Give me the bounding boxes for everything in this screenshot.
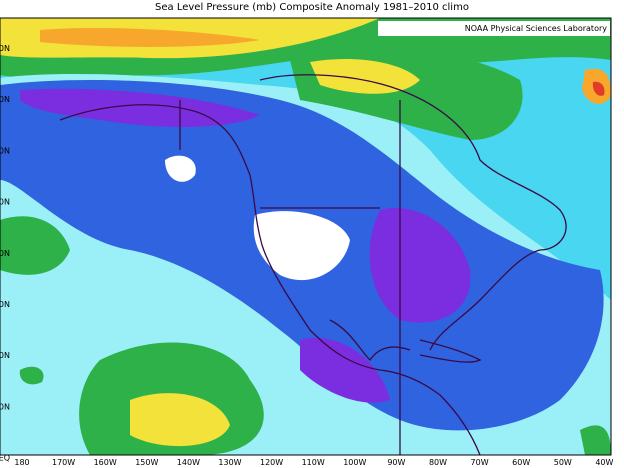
- lat-label: 80N: [0, 44, 10, 53]
- lon-label: 100W: [343, 458, 366, 467]
- lon-label: 160W: [94, 458, 117, 467]
- map-frame: [0, 17, 612, 456]
- lat-label: 40N: [0, 249, 10, 258]
- lat-label: 60N: [0, 146, 10, 155]
- credit-box: [378, 21, 610, 36]
- coastlines: [59, 74, 567, 456]
- anomaly-field: [0, 18, 611, 455]
- credit: NOAA Physical Sciences Laboratory: [465, 24, 608, 33]
- lon-label: 60W: [512, 458, 530, 467]
- lat-label: EQ: [0, 454, 10, 463]
- lon-label: 40W: [595, 458, 613, 467]
- lon-label: 170W: [52, 458, 75, 467]
- lon-label: 70W: [471, 458, 489, 467]
- lon-label: 140W: [177, 458, 200, 467]
- lon-label: 50W: [554, 458, 572, 467]
- lat-label: 70N: [0, 95, 10, 104]
- lat-labels: 80N 70N 60N 50N 40N 30N 20N 10N EQ: [0, 44, 10, 463]
- lat-label: 20N: [0, 351, 10, 360]
- lon-labels: 180 170W 160W 150W 140W 130W 120W 110W 100W 90W 80…: [14, 458, 613, 467]
- lat-label: 10N: [0, 402, 10, 411]
- map-title: Sea Level Pressure (mb) Composite Anomal…: [155, 2, 469, 13]
- lon-label: 110W: [302, 458, 325, 467]
- lat-label: 30N: [0, 300, 10, 309]
- lon-label: 120W: [260, 458, 283, 467]
- lon-label: 180: [14, 458, 29, 467]
- lat-label: 50N: [0, 198, 10, 207]
- lon-label: 80W: [429, 458, 447, 467]
- lon-label: 90W: [387, 458, 405, 467]
- lon-label: 150W: [135, 458, 158, 467]
- lon-label: 130W: [218, 458, 241, 467]
